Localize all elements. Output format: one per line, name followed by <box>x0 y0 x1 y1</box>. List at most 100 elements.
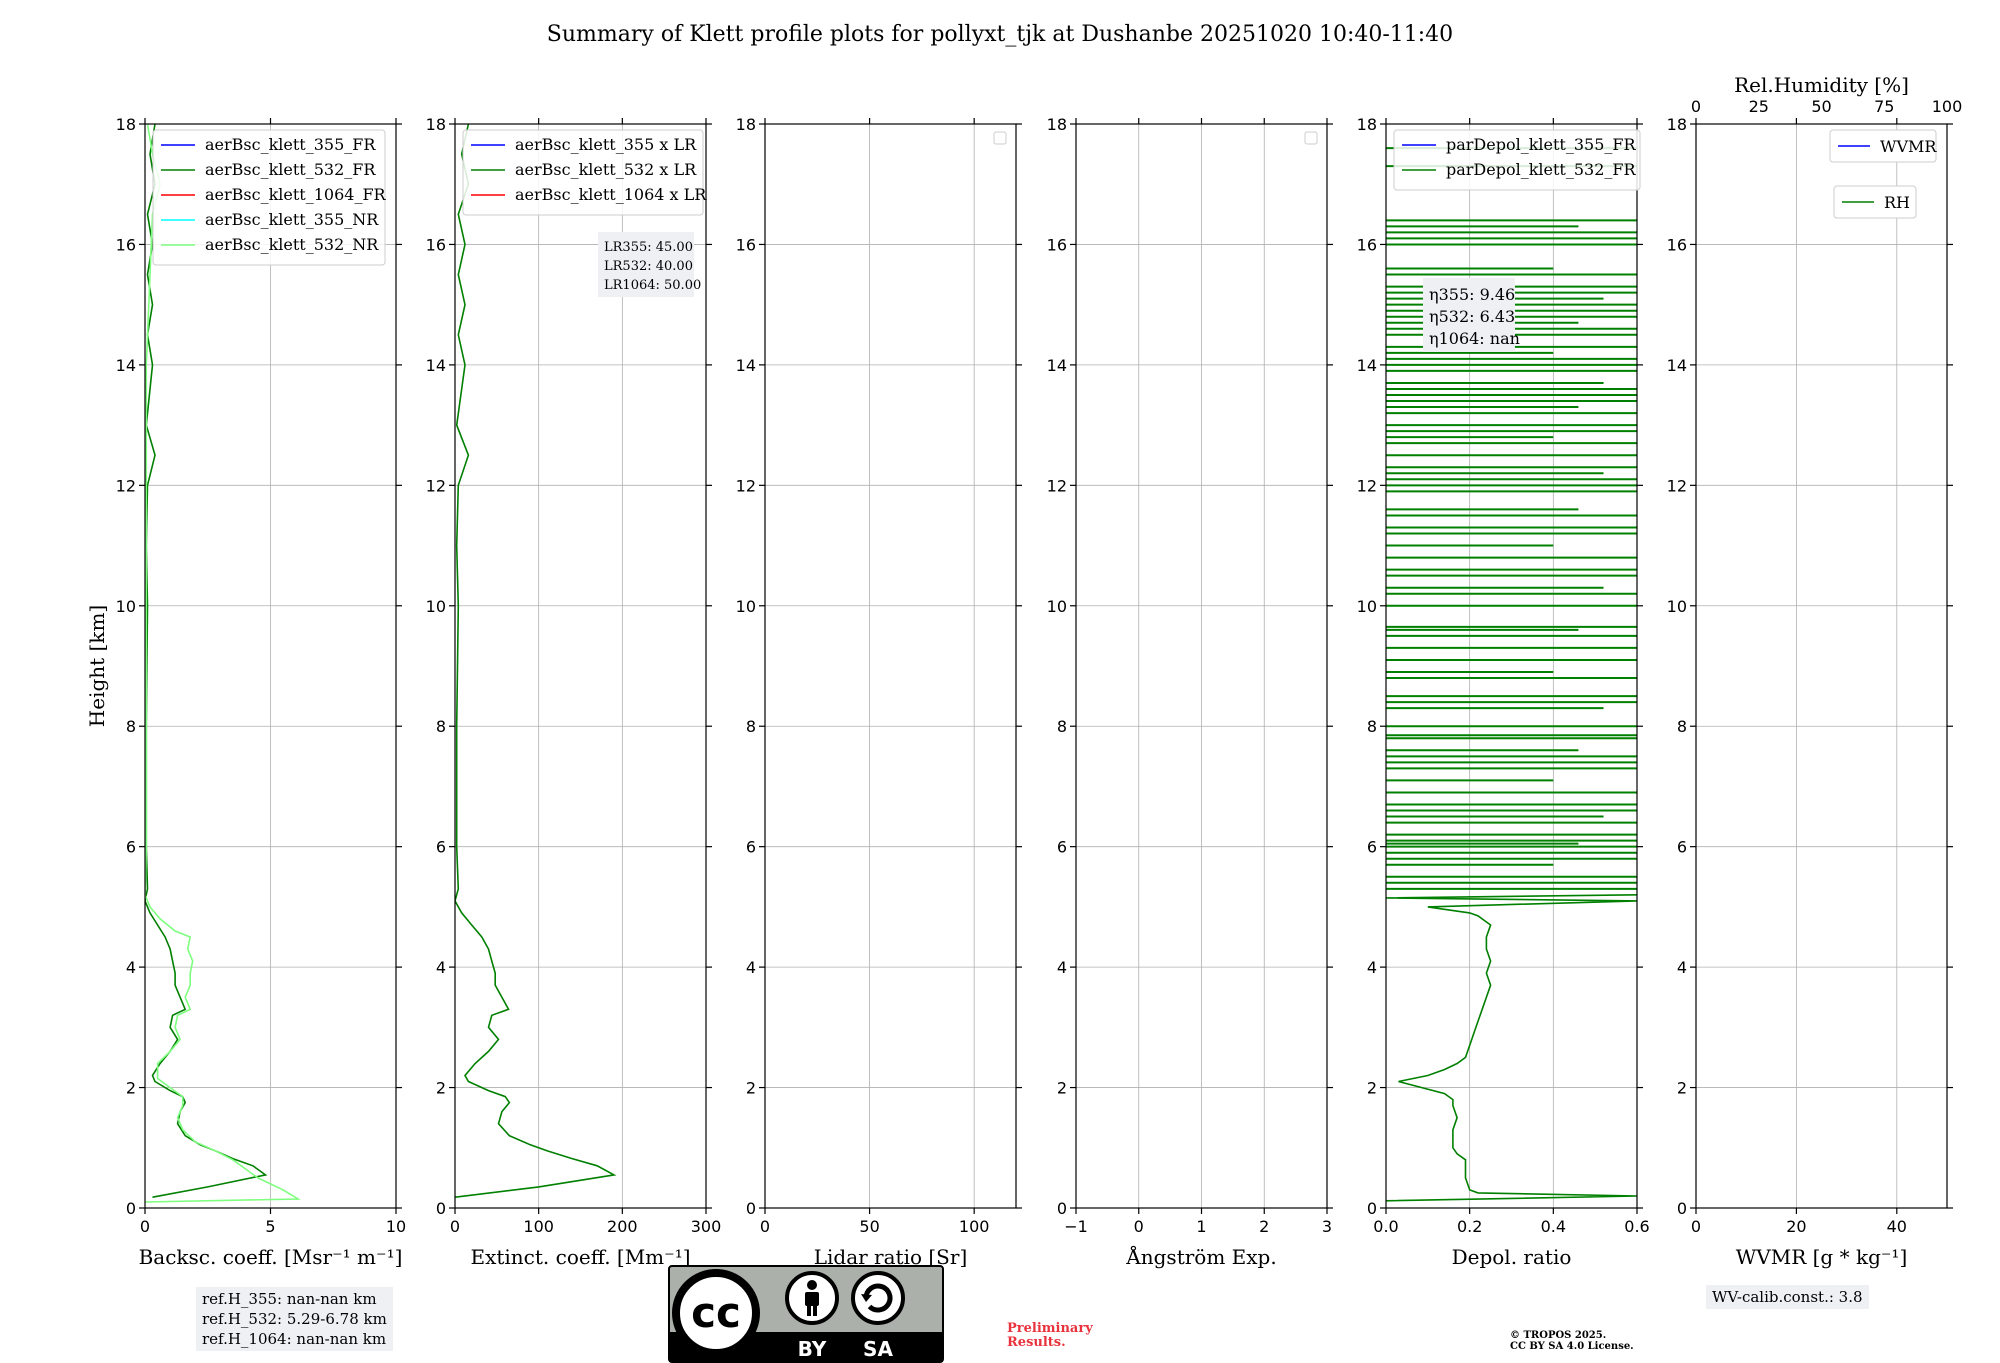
legend-box <box>1833 185 1917 219</box>
y-tick-label: 0 <box>1367 1199 1377 1218</box>
y-tick-label: 18 <box>1667 115 1687 134</box>
legend-box <box>1829 129 1937 163</box>
y-tick-label: 12 <box>736 476 756 495</box>
top-x-tick-label: 25 <box>1749 97 1769 116</box>
y-tick-label: 2 <box>1677 1079 1687 1098</box>
axes-frame <box>144 123 397 1209</box>
x-tick-label: 2 <box>1259 1217 1269 1236</box>
cc-by-sa-badge: cc BY SA <box>668 1265 944 1363</box>
axes-frame <box>764 123 1017 1209</box>
axes-frame <box>454 123 707 1209</box>
empty-legend <box>1304 131 1318 145</box>
x-tick-label: 0.0 <box>1373 1217 1398 1236</box>
cc-logo-icon <box>672 1269 760 1357</box>
legend-label: aerBsc_klett_1064 x LR <box>515 185 707 204</box>
x-tick-label: 3 <box>1322 1217 1332 1236</box>
y-tick-label: 18 <box>1047 115 1067 134</box>
y-tick-label: 16 <box>426 235 446 254</box>
legend-label: aerBsc_klett_532_NR <box>205 235 379 254</box>
plot-area <box>145 124 301 1203</box>
y-tick-label: 12 <box>116 476 136 495</box>
ref-height-355: ref.H_355: nan-nan km <box>202 1290 377 1308</box>
preliminary-line-2: Results. <box>1007 1335 1066 1350</box>
y-tick-label: 4 <box>1677 958 1687 977</box>
legend-box <box>152 129 386 266</box>
ref-height-532: ref.H_532: 5.29-6.78 km <box>202 1310 387 1328</box>
y-tick-label: 12 <box>1357 476 1377 495</box>
y-tick-label: 16 <box>1667 235 1687 254</box>
x-tick-label: 0 <box>140 1217 150 1236</box>
top-x-tick-label: 0 <box>1691 97 1701 116</box>
y-tick-label: 2 <box>436 1079 446 1098</box>
legend-label: parDepol_klett_355_FR <box>1446 135 1637 154</box>
y-tick-label: 8 <box>1057 717 1067 736</box>
y-tick-label: 8 <box>1367 717 1377 736</box>
y-tick-label: 16 <box>736 235 756 254</box>
y-tick-label: 2 <box>1367 1079 1377 1098</box>
series-line-aerBsc_klett_532_NR <box>145 124 301 1203</box>
y-tick-label: 18 <box>736 115 756 134</box>
x-tick-label: 300 <box>691 1217 722 1236</box>
y-tick-label: 10 <box>1047 597 1067 616</box>
y-tick-label: 10 <box>426 597 446 616</box>
x-axis-label: Ångström Exp. <box>1125 1244 1276 1269</box>
y-tick-label: 8 <box>436 717 446 736</box>
x-tick-label: 0 <box>760 1217 770 1236</box>
annotation-box <box>598 232 694 297</box>
wv-calib-box: WV-calib.const.: 3.8 <box>1706 1285 1869 1309</box>
y-tick-label: 10 <box>1357 597 1377 616</box>
annotation-line: η1064: nan <box>1429 329 1520 348</box>
y-tick-label: 10 <box>1667 597 1687 616</box>
y-tick-label: 8 <box>746 717 756 736</box>
legend-label: aerBsc_klett_532 x LR <box>515 160 697 179</box>
x-tick-label: −1 <box>1064 1217 1088 1236</box>
x-tick-label: 1 <box>1196 1217 1206 1236</box>
x-axis-label: Backsc. coeff. [Msr⁻¹ m⁻¹] <box>139 1245 403 1269</box>
y-tick-label: 6 <box>1057 838 1067 857</box>
copyright-line-2: CC BY SA 4.0 License. <box>1510 1341 1634 1352</box>
legend-label: parDepol_klett_532_FR <box>1446 160 1637 179</box>
panel-backscatter: 0 2 4 6 8 10 12 14 16 18 0 5 10 Backsc. coeff. [Msr⁻¹… <box>116 115 407 1269</box>
y-tick-label: 14 <box>1047 356 1067 375</box>
y-tick-label: 14 <box>1667 356 1687 375</box>
y-tick-label: 14 <box>116 356 136 375</box>
annotation-line: LR532: 40.00 <box>604 259 693 274</box>
x-tick-label: 0 <box>1691 1217 1701 1236</box>
top-x-tick-label: 75 <box>1874 97 1894 116</box>
panel-depol: 0 2 4 6 8 10 12 14 16 18 0.0 0.2 0.4 0.6 Depol. ratio p… <box>1357 115 1650 1269</box>
legend-label: aerBsc_klett_355 x LR <box>515 135 697 154</box>
legend-box <box>1393 129 1641 191</box>
ref-height-1064: ref.H_1064: nan-nan km <box>202 1330 387 1348</box>
y-tick-label: 6 <box>1367 838 1377 857</box>
y-tick-label: 16 <box>1357 235 1377 254</box>
legend-label: aerBsc_klett_1064_FR <box>205 185 387 204</box>
y-tick-label: 6 <box>436 838 446 857</box>
y-tick-label: 6 <box>126 838 136 857</box>
x-tick-label: 5 <box>265 1217 275 1236</box>
annotation-line: LR1064: 50.00 <box>604 278 701 293</box>
x-tick-label: 20 <box>1786 1217 1806 1236</box>
annotation-line: η532: 6.43 <box>1429 307 1515 326</box>
x-tick-label: 0.6 <box>1624 1217 1649 1236</box>
y-tick-label: 4 <box>746 958 756 977</box>
y-tick-label: 8 <box>1677 717 1687 736</box>
x-tick-label: 50 <box>859 1217 879 1236</box>
y-tick-label: 18 <box>116 115 136 134</box>
ref-height-box: ref.H_355: nan-nan km ref.H_532: 5.29-6.… <box>196 1287 393 1351</box>
y-tick-label: 6 <box>1677 838 1687 857</box>
cc-logo-text: cc <box>691 1288 741 1337</box>
x-tick-label: 200 <box>607 1217 638 1236</box>
top-x-tick-label: 100 <box>1932 97 1963 116</box>
y-tick-label: 12 <box>426 476 446 495</box>
x-axis-label: Depol. ratio <box>1452 1245 1572 1269</box>
y-tick-label: 2 <box>746 1079 756 1098</box>
by-label: BY <box>798 1337 827 1361</box>
x-tick-label: 0.2 <box>1457 1217 1482 1236</box>
annotation-line: LR355: 45.00 <box>604 240 693 255</box>
axes-frame <box>1075 123 1328 1209</box>
empty-legend <box>993 131 1007 145</box>
